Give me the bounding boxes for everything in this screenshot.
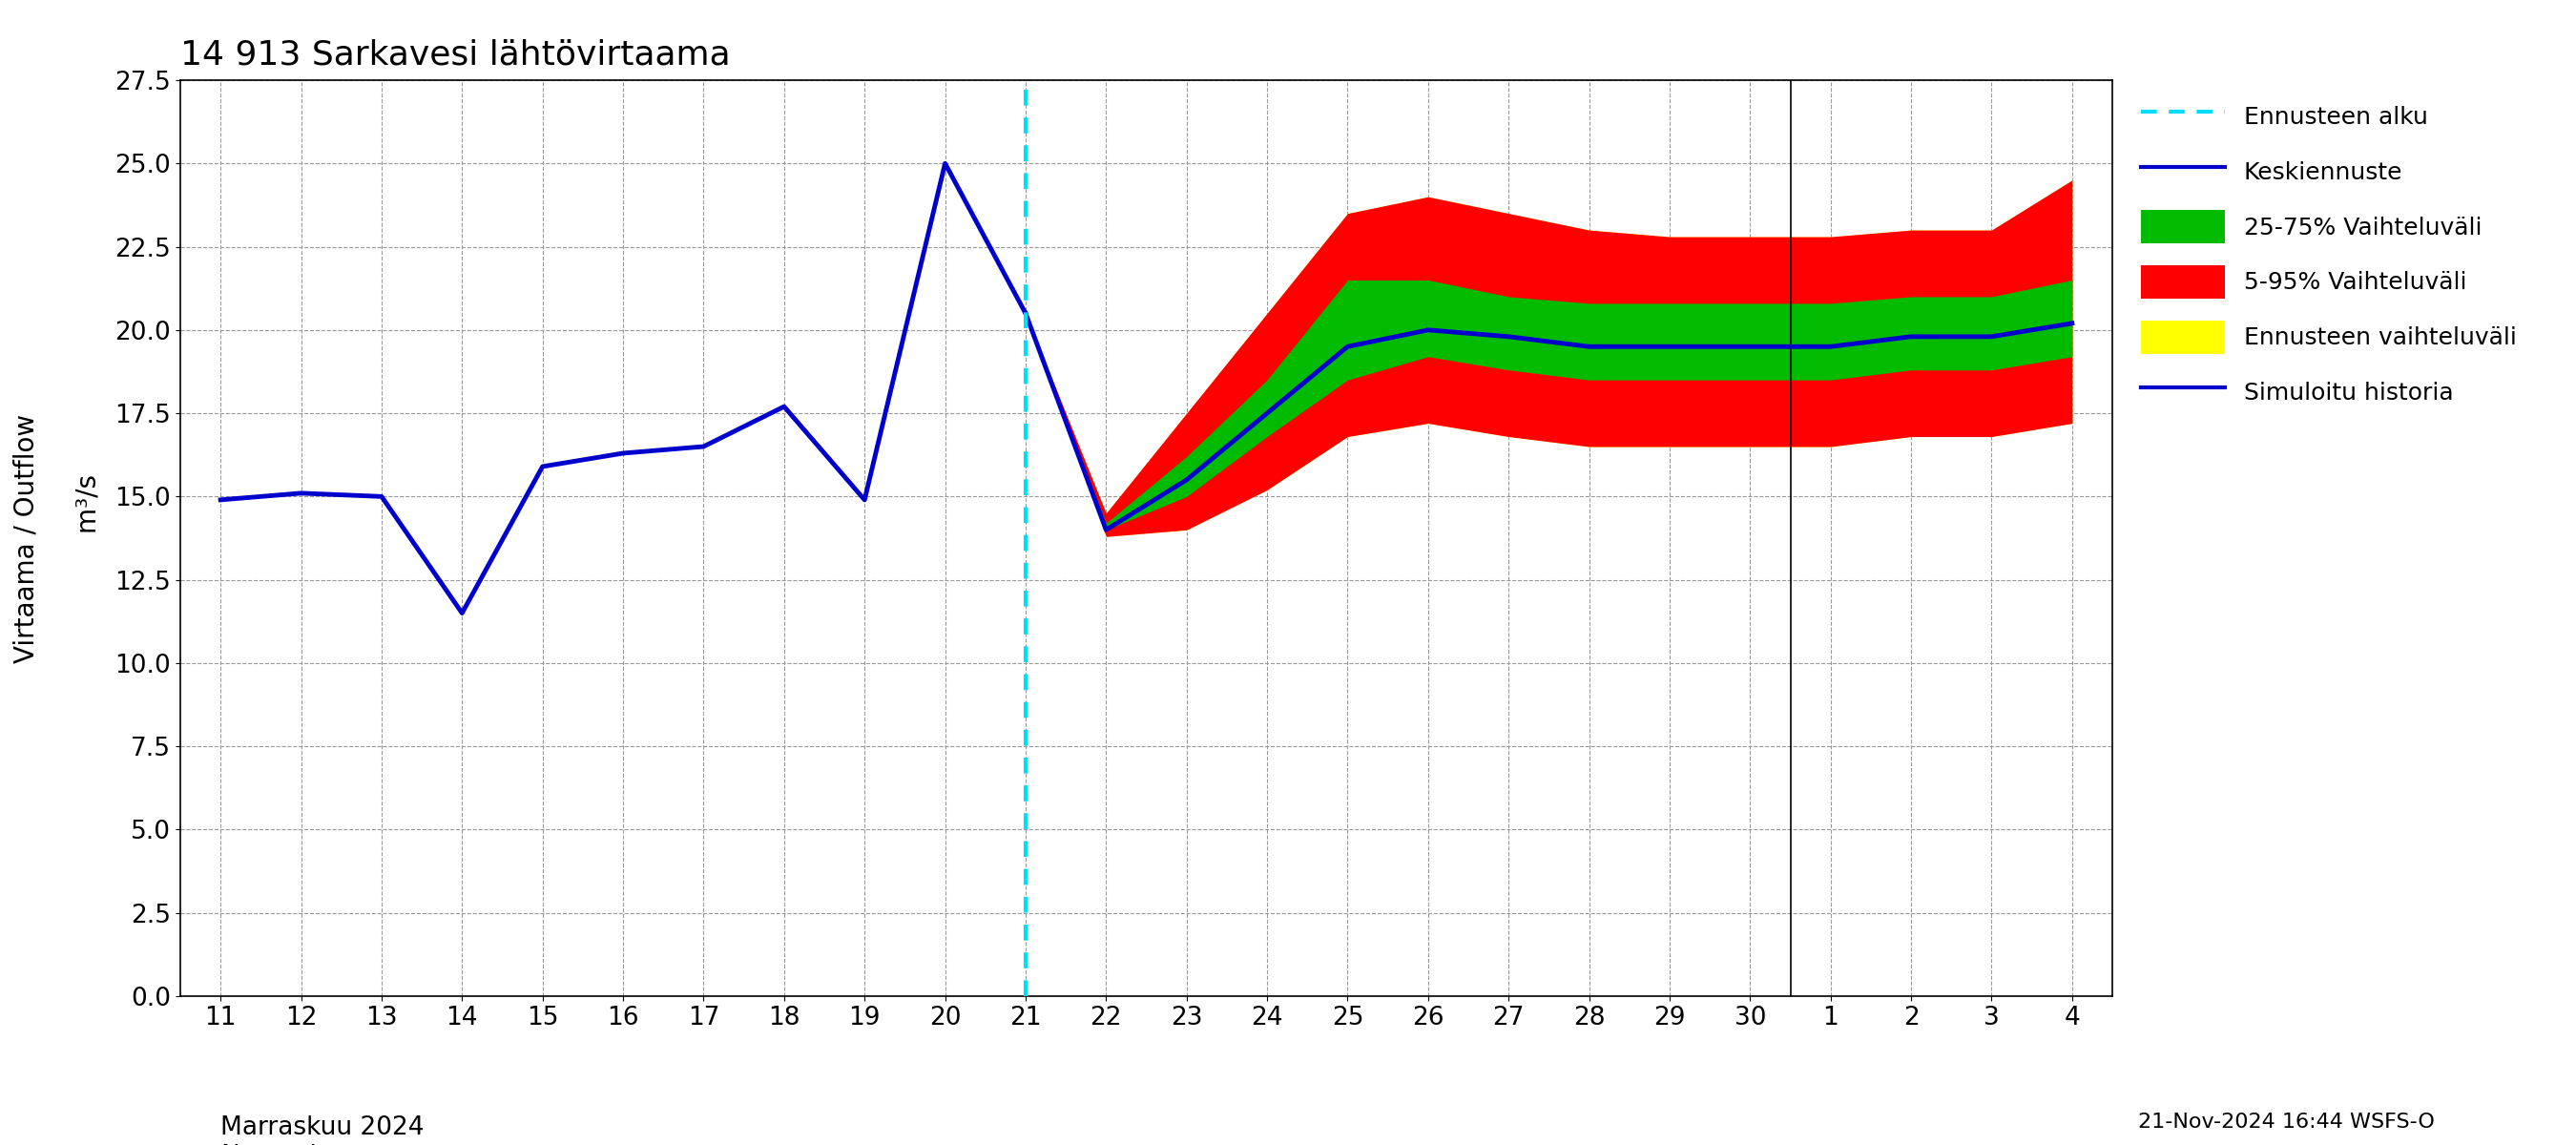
Text: 21-Nov-2024 16:44 WSFS-O: 21-Nov-2024 16:44 WSFS-O xyxy=(2138,1113,2434,1131)
Text: Marraskuu 2024
November: Marraskuu 2024 November xyxy=(222,1115,425,1145)
Text: 14 913 Sarkavesi lähtövirtaama: 14 913 Sarkavesi lähtövirtaama xyxy=(180,39,732,71)
Y-axis label: Virtaama / Outflow

        m³/s: Virtaama / Outflow m³/s xyxy=(13,413,100,663)
Legend: Ennusteen alku, Keskiennuste, 25-75% Vaihteluväli, 5-95% Vaihteluväli, Ennusteen: Ennusteen alku, Keskiennuste, 25-75% Vai… xyxy=(2133,92,2524,417)
